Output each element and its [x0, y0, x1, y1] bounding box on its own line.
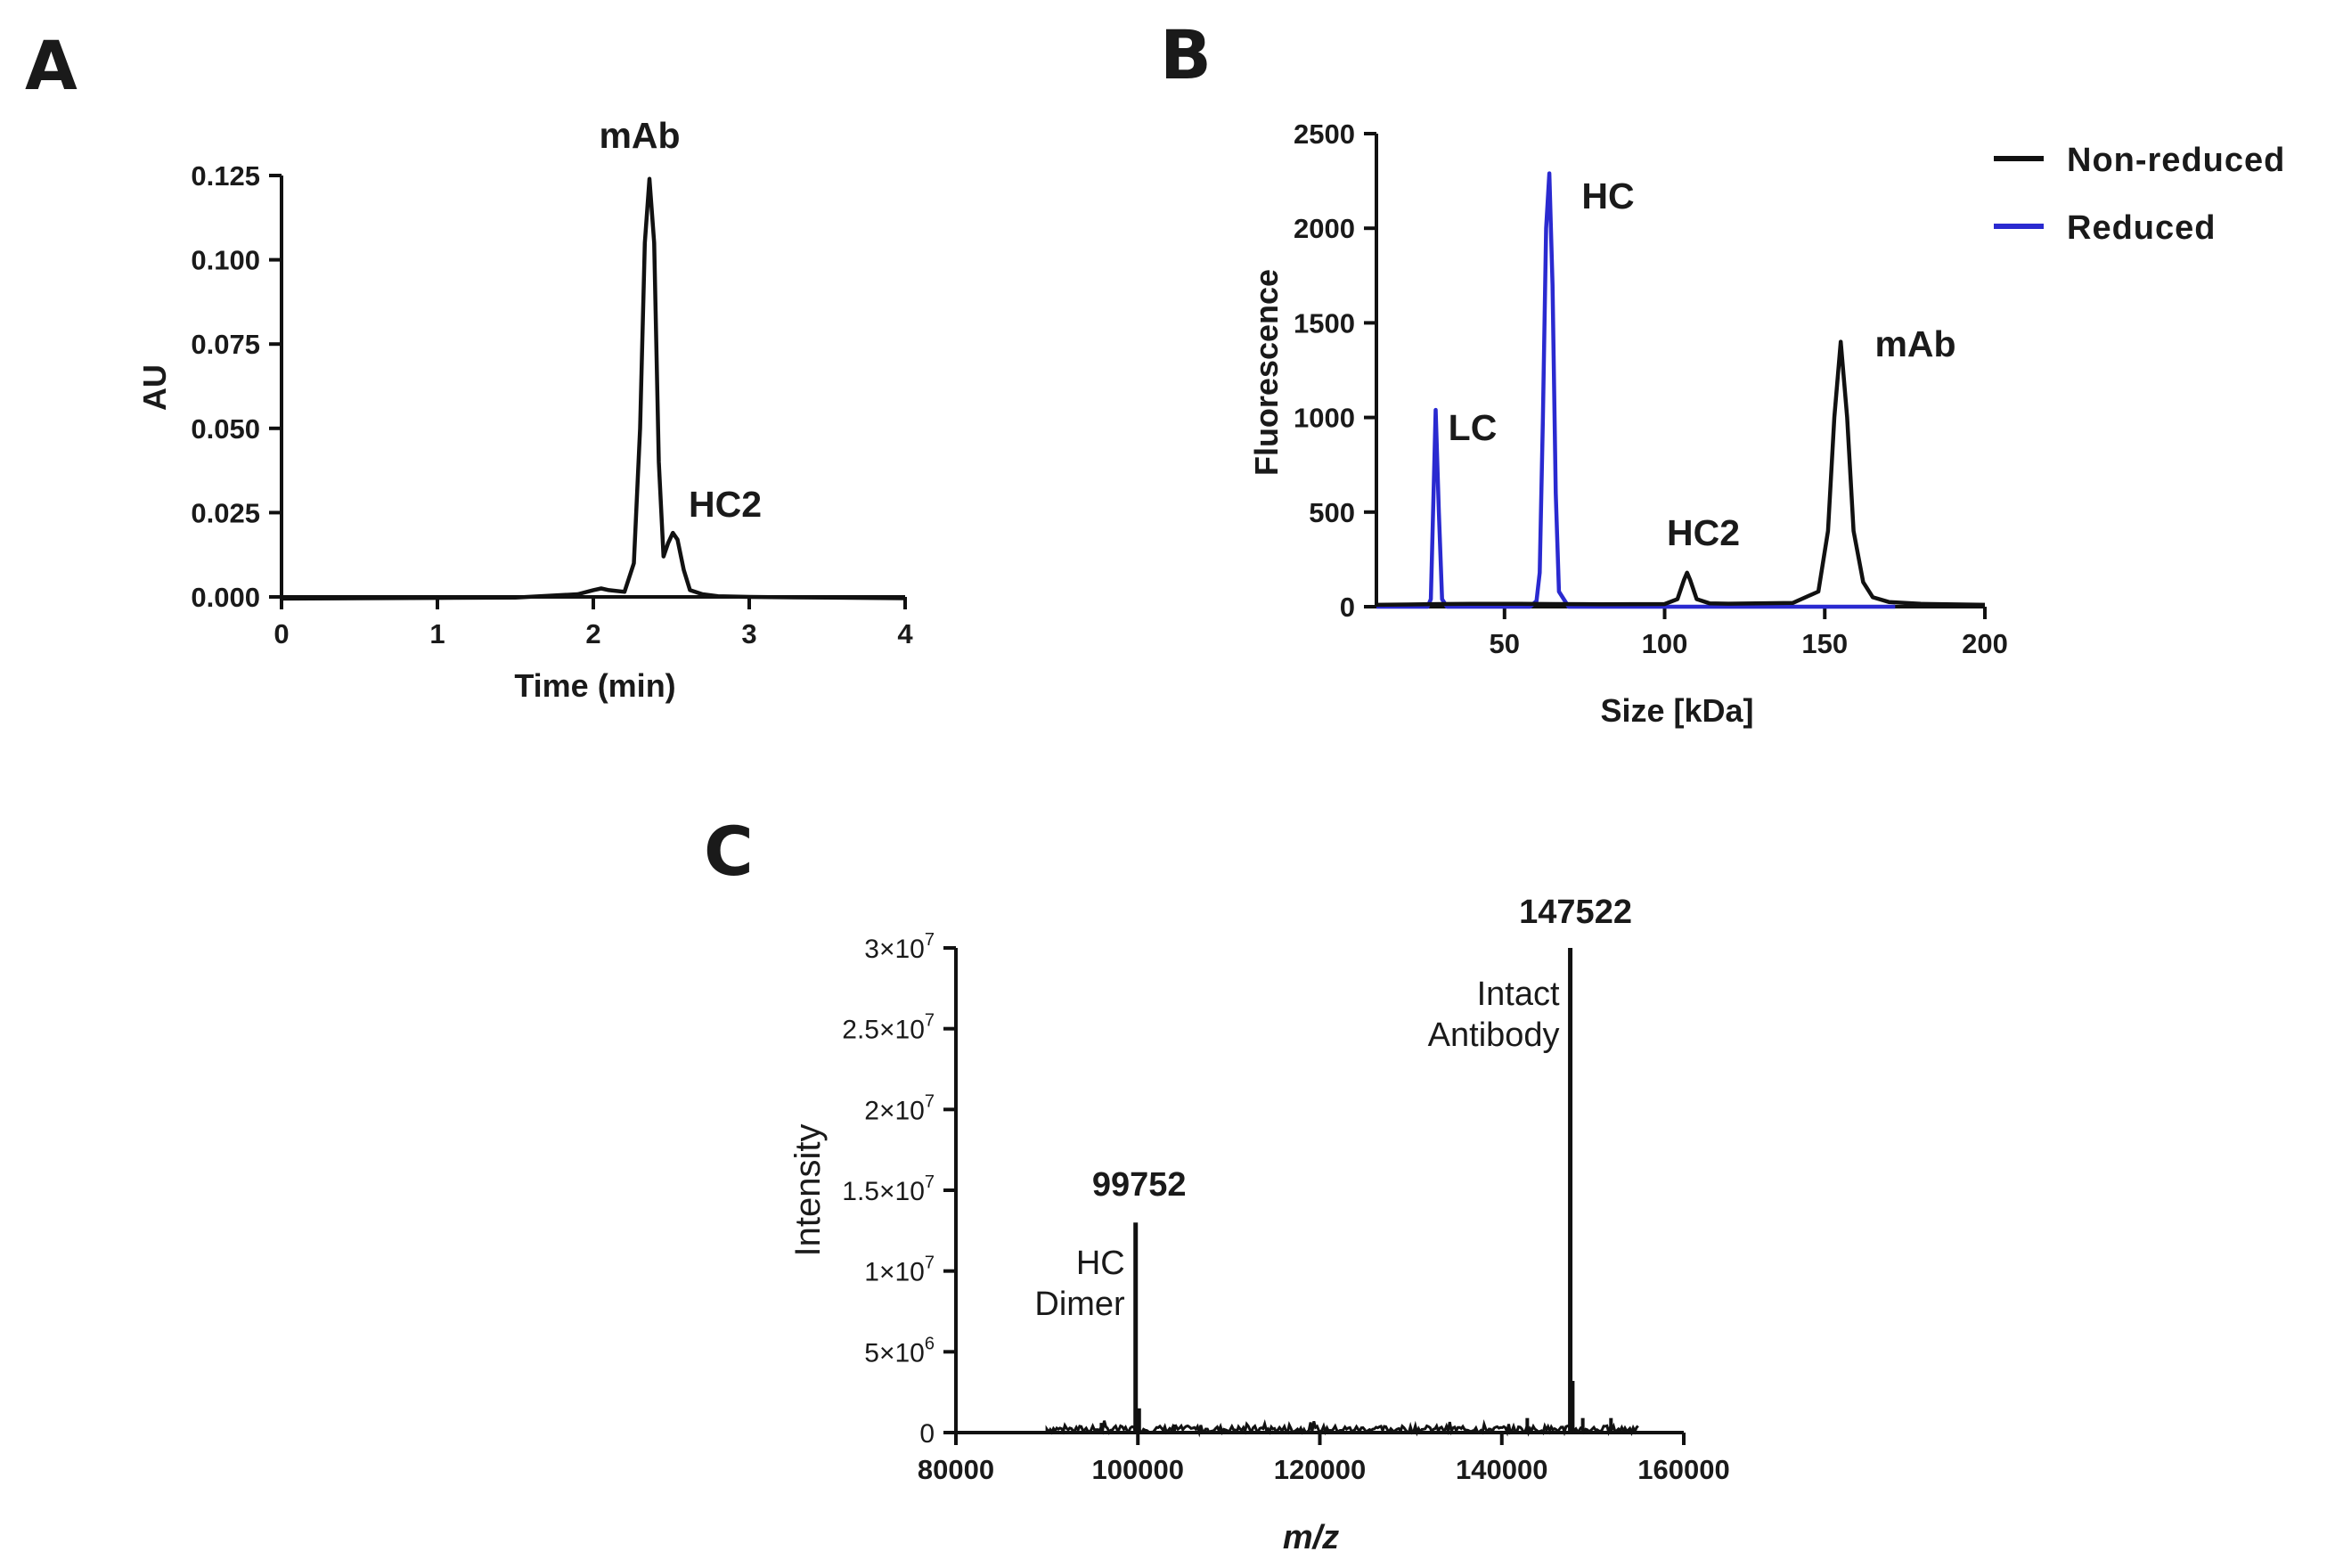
x-tick-label: 200 [1962, 628, 2008, 659]
peak-value-intact: 147522 [1519, 894, 1632, 931]
peak-desc-intact: Intact [1477, 976, 1560, 1013]
baseline-noise [1045, 1418, 1639, 1438]
x-tick-label: 120000 [1274, 1454, 1366, 1485]
trace-line [281, 176, 906, 601]
y-tick-label: 3×107 [864, 930, 935, 964]
y-tick-label: 5×106 [864, 1334, 935, 1368]
y-tick-label: 1×107 [864, 1254, 935, 1287]
x-tick-label: 2 [585, 618, 600, 649]
x-tick-label: 3 [741, 618, 756, 649]
x-tick-label: 4 [897, 618, 913, 649]
x-axis-title: Time (min) [514, 667, 675, 704]
panel-letter-b: B [1160, 15, 1212, 94]
peak-label-hc2: HC2 [689, 484, 762, 525]
x-tick-label: 0 [274, 618, 289, 649]
chart-panel-c: 80000 100000 120000 140000 160000 0 5×106 1×107… [788, 894, 1730, 1556]
y-tick-label: 0.100 [191, 245, 260, 276]
y-tick-label: 1.5×107 [842, 1172, 935, 1206]
legend-label-reduced: Reduced [2067, 209, 2216, 247]
y-tick-label: 1500 [1294, 307, 1355, 339]
peak-label-hc: HC [1581, 176, 1634, 216]
chart-panel-a: 0 1 2 3 4 0.000 0.025 0.050 0.075 0.100 0.125 Time … [136, 115, 913, 704]
y-tick-label: 500 [1309, 497, 1355, 528]
legend-panel-b: Non-reduced Reduced [1994, 142, 2285, 247]
y-tick-label: 2.5×107 [842, 1011, 935, 1045]
x-tick-label: 100 [1642, 628, 1688, 659]
x-tick-label: 160000 [1637, 1454, 1729, 1485]
y-tick-label: 0 [1340, 592, 1355, 623]
y-tick-label: 2×107 [864, 1091, 935, 1125]
x-tick-label: 150 [1801, 628, 1848, 659]
y-axis-title: Intensity [788, 1124, 828, 1257]
x-tick-label: 140000 [1456, 1454, 1547, 1485]
peak-label-mab: mAb [599, 115, 680, 156]
peak-label-lc: LC [1449, 407, 1498, 448]
peak-desc-antibody: Antibody [1428, 1017, 1560, 1054]
series-line-nonreduced [1376, 339, 1986, 608]
x-tick-label: 50 [1490, 628, 1520, 659]
panel-letter-c: C [704, 812, 754, 891]
y-tick-label: 0.050 [191, 413, 260, 445]
peak-desc-dimer: Dimer [1034, 1286, 1125, 1323]
y-axis-title: AU [136, 364, 173, 411]
peak-desc-hc: HC [1076, 1245, 1125, 1282]
y-tick-label: 2000 [1294, 213, 1355, 244]
y-tick-label: 0.025 [191, 497, 260, 528]
y-tick-label: 0.125 [191, 160, 260, 192]
peak-value-hc-dimer: 99752 [1092, 1166, 1187, 1204]
y-tick-label: 0 [919, 1419, 935, 1449]
series-line-reduced [1376, 171, 1896, 609]
x-axis-title: m/z [1283, 1519, 1339, 1556]
x-tick-label: 80000 [918, 1454, 994, 1485]
peak-label-hc2: HC2 [1667, 512, 1740, 553]
legend-label-nonreduced: Non-reduced [2067, 142, 2285, 179]
y-tick-label: 1000 [1294, 403, 1355, 434]
x-axis-title: Size [kDa] [1600, 692, 1753, 729]
y-tick-label: 2500 [1294, 118, 1355, 150]
y-tick-label: 0.000 [191, 582, 260, 613]
x-tick-label: 100000 [1092, 1454, 1184, 1485]
panel-letter-a: A [25, 26, 78, 105]
peak-label-mab: mAb [1874, 323, 1955, 364]
y-tick-label: 0.075 [191, 329, 260, 360]
y-axis-title: Fluorescence [1248, 269, 1285, 476]
x-tick-label: 1 [429, 618, 445, 649]
